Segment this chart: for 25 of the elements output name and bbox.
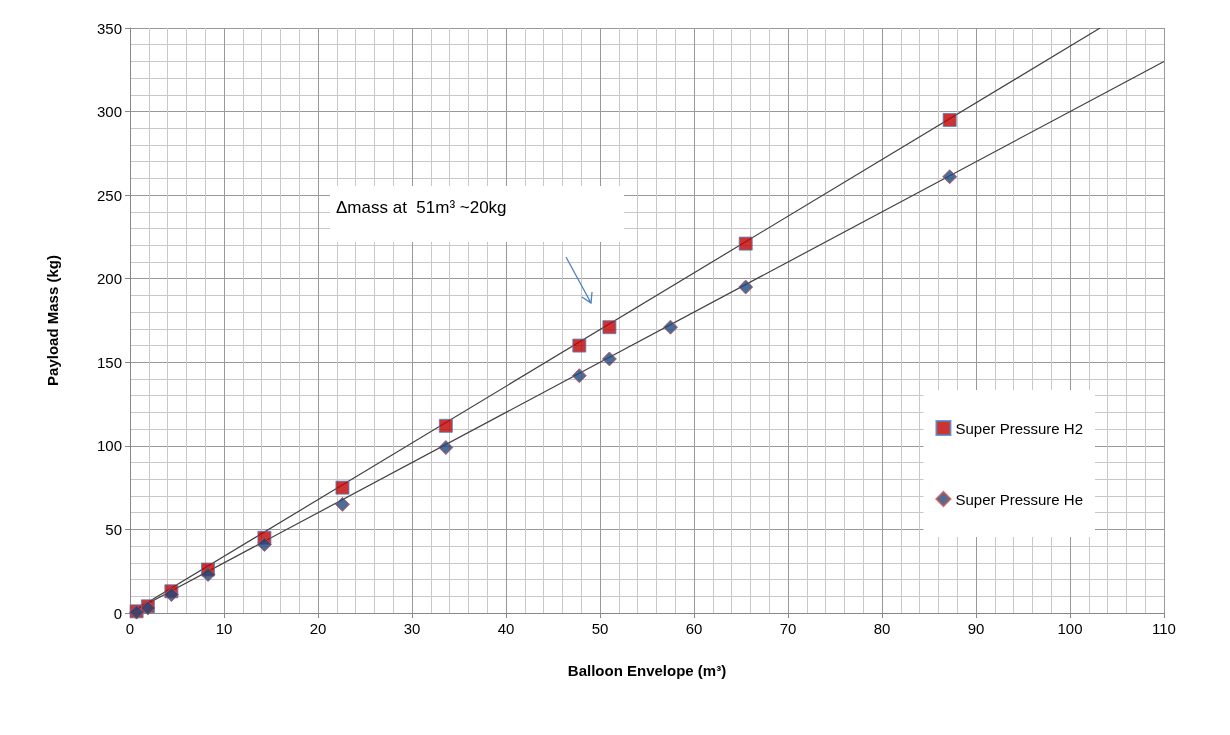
y-tick-label: 50 [105, 520, 122, 538]
y-tick-label: 250 [96, 186, 122, 204]
x-tick-label: 30 [403, 620, 421, 637]
x-tick-label: 10 [215, 620, 233, 637]
y-tick-label: 0 [113, 604, 122, 622]
x-tick-label: 70 [779, 620, 797, 637]
x-tick-label: 110 [1152, 620, 1176, 637]
y-tick-label: 350 [96, 19, 122, 37]
x-tick-label: 90 [967, 620, 985, 637]
y-tick-label: 100 [96, 437, 122, 455]
legend-label: Super Pressure He [955, 490, 1083, 508]
x-tick-label: 50 [591, 620, 609, 637]
y-tick-label: 150 [96, 353, 122, 371]
annotation: Δmass at 51m³ ~20kg [336, 198, 507, 218]
y-tick-label: 300 [96, 103, 122, 121]
y-axis-title: Payload Mass (kg) [44, 255, 61, 386]
x-tick-label: 100 [1057, 620, 1083, 637]
x-tick-label: 40 [497, 620, 515, 637]
x-tick-label: 60 [685, 620, 703, 637]
y-tick-label: 200 [96, 270, 122, 288]
x-tick-label: 0 [125, 620, 135, 637]
legend-label: Super Pressure H2 [955, 419, 1083, 437]
x-tick-label: 80 [873, 620, 891, 637]
x-axis-title: Balloon Envelope (m³) [567, 662, 727, 679]
x-tick-label: 20 [309, 620, 327, 637]
